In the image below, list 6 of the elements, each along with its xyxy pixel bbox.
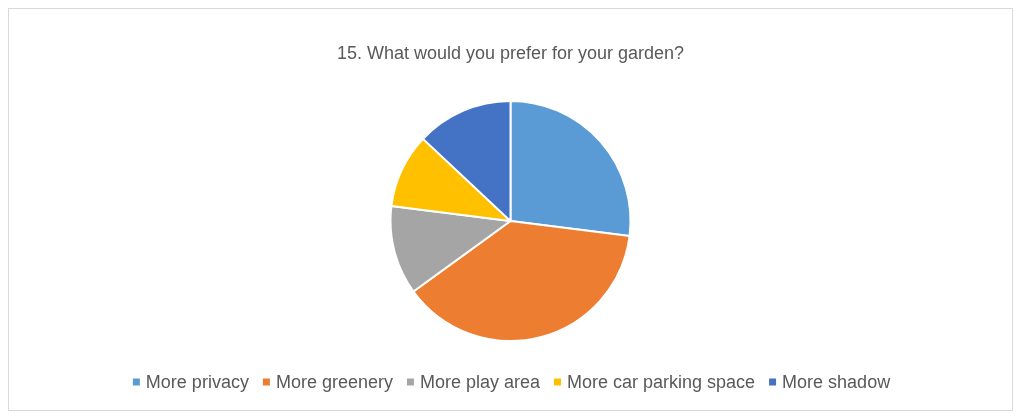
chart-title: 15. What would you prefer for your garden? (336, 43, 685, 63)
legend-label: More car parking space (567, 372, 756, 392)
legend-label: More greenery (275, 372, 393, 392)
legend-label: More privacy (145, 372, 249, 392)
legend-label: More shadow (782, 372, 892, 392)
legend-label: More play area (419, 372, 541, 392)
